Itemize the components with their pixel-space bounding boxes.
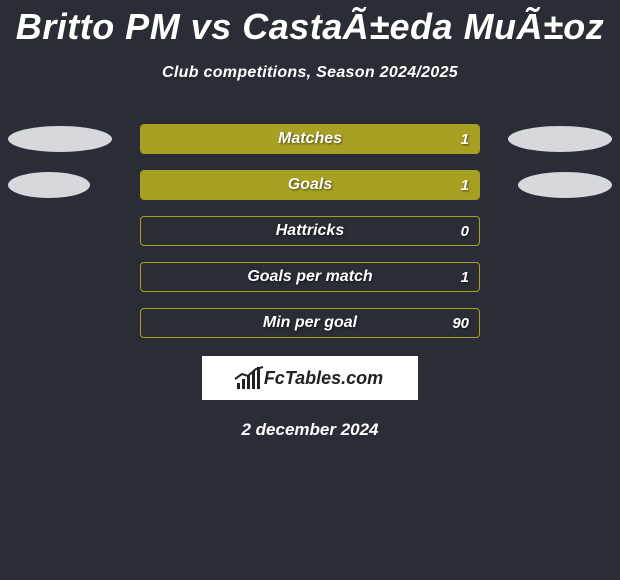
date-line: 2 december 2024 <box>0 420 620 440</box>
bar-value: 1 <box>461 171 469 200</box>
right-ellipse <box>508 126 612 152</box>
right-ellipse <box>518 172 612 198</box>
stat-row: 1Matches <box>0 124 620 154</box>
bar-track: 0 <box>140 216 480 246</box>
bar-track: 1 <box>140 262 480 292</box>
stat-row: 90Min per goal <box>0 308 620 338</box>
stat-row: 1Goals <box>0 170 620 200</box>
fctables-logo: FcTables.com <box>202 356 418 400</box>
bar-track: 90 <box>140 308 480 338</box>
logo-bars-icon <box>237 367 260 389</box>
stat-row: 0Hattricks <box>0 216 620 246</box>
logo-text: FcTables.com <box>264 368 383 389</box>
bar-value: 0 <box>461 217 469 246</box>
subtitle: Club competitions, Season 2024/2025 <box>0 64 620 82</box>
bar-fill <box>141 125 479 153</box>
bar-value: 1 <box>461 263 469 292</box>
stat-row: 1Goals per match <box>0 262 620 292</box>
left-ellipse <box>8 126 112 152</box>
bar-value: 90 <box>452 309 469 338</box>
bar-track: 1 <box>140 124 480 154</box>
bar-track: 1 <box>140 170 480 200</box>
page-title: Britto PM vs CastaÃ±eda MuÃ±oz <box>0 0 620 48</box>
bar-value: 1 <box>461 125 469 154</box>
left-ellipse <box>8 172 90 198</box>
bar-fill <box>141 171 479 199</box>
comparison-chart: 1Matches 1Goals 0Hattricks 1Goals per match… <box>0 124 620 338</box>
